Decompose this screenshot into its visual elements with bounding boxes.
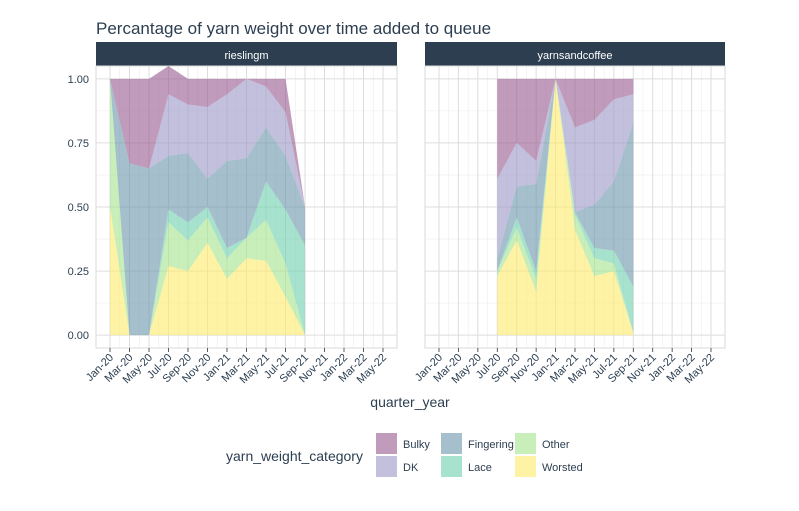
area-series-dk [110,78,305,207]
area-series-fingering [110,78,305,336]
legend-key-bulky [376,433,397,454]
y-tick-label: 0.25 [68,266,89,278]
legend-key-other [515,433,536,454]
legend-label-bulky: Bulky [403,439,430,451]
facet-panel-yarnsandcoffee: yarnsandcoffeeJan-20Mar-20May-20Jul-20Se… [413,42,726,386]
area-series-dk [497,78,634,259]
legend-label-worsted: Worsted [542,462,583,474]
legend-key-worsted [515,456,536,477]
facet-strip-label: rieslingm [224,50,268,62]
legend-label-fingering: Fingering [468,439,514,451]
facet-strip-label: yarnsandcoffee [537,50,612,62]
facet-panel-rieslingm: rieslingmJan-20Mar-20May-20Jul-20Sep-20N… [84,42,398,386]
area-series-bulky [110,66,305,207]
area-series-other [497,78,634,333]
legend-label-lace: Lace [468,462,492,474]
legend-key-lace [441,456,462,477]
y-tick-label: 0.00 [68,330,89,342]
chart-title: Percantage of yarn weight over time adde… [96,19,491,38]
x-axis-title: quarter_year [370,394,450,410]
legend-title: yarn_weight_category [226,448,363,464]
area-series-fingering [497,78,634,287]
facet-strip [96,42,397,66]
y-tick-label: 0.50 [68,202,89,214]
legend-key-dk [376,456,397,477]
area-series-bulky [497,78,634,179]
legend-key-fingering [441,433,462,454]
facet-strip [425,42,725,66]
legend-label-dk: DK [403,462,419,474]
area-series-worsted [110,207,305,336]
y-tick-label: 0.75 [68,138,89,150]
y-tick-label: 1.00 [68,74,89,86]
area-series-worsted [497,78,634,336]
legend-label-other: Other [542,439,570,451]
